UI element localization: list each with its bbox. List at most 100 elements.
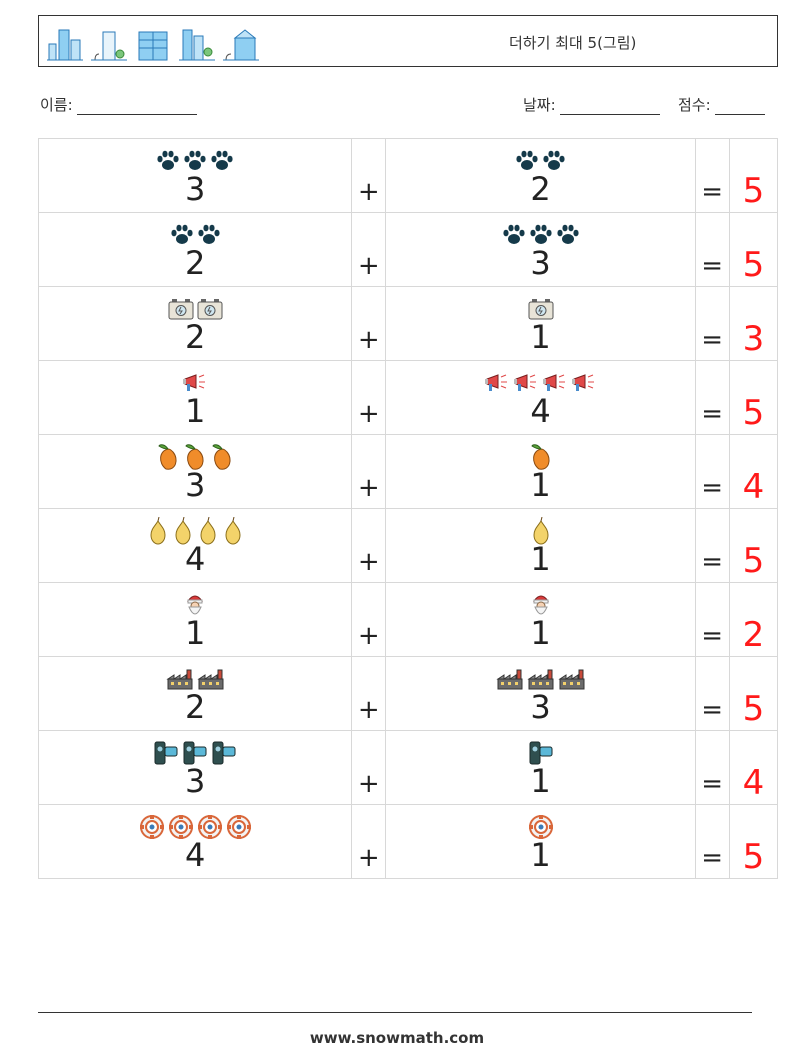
answer-cell[interactable]: 5 xyxy=(728,360,779,435)
equals-cell: = xyxy=(694,212,730,287)
answer-cell[interactable]: 4 xyxy=(728,434,779,509)
paw-icon xyxy=(529,224,553,250)
addend-b-icons xyxy=(386,815,694,843)
addend-a-cell: 3 xyxy=(37,730,353,805)
answer-value: 5 xyxy=(742,541,765,581)
answer-cell[interactable]: 5 xyxy=(728,508,779,583)
answer-value: 5 xyxy=(742,689,765,729)
equals-cell: = xyxy=(694,508,730,583)
equals-sign: = xyxy=(701,325,724,355)
answer-cell[interactable]: 5 xyxy=(728,138,779,213)
answer-value: 5 xyxy=(742,393,765,433)
paw-icon xyxy=(542,150,566,176)
plus-cell: + xyxy=(351,582,387,657)
addend-b-number: 1 xyxy=(530,836,551,874)
score-line[interactable] xyxy=(715,100,766,115)
addend-b-icons xyxy=(386,149,694,177)
pear-icon xyxy=(147,516,169,549)
equals-cell: = xyxy=(694,730,730,805)
plus-cell: + xyxy=(351,138,387,213)
problem-row: 4 + 1 = 5 xyxy=(37,804,779,879)
addend-b-icons xyxy=(386,741,694,769)
answer-value: 4 xyxy=(742,763,765,803)
camera-icon xyxy=(153,740,179,770)
addend-a-icons xyxy=(39,444,351,473)
pear-icon xyxy=(530,516,552,549)
plus-sign: + xyxy=(357,251,380,281)
pear-icon xyxy=(197,516,219,549)
addend-a-number: 3 xyxy=(184,170,206,208)
plus-cell: + xyxy=(351,508,387,583)
camera-icon xyxy=(211,740,237,770)
problem-row: 3 + 1 = 4 xyxy=(37,730,779,805)
factory-icon xyxy=(196,667,225,695)
answer-cell[interactable]: 4 xyxy=(728,730,779,805)
santa-icon xyxy=(185,591,205,623)
addend-a-icons xyxy=(39,371,351,399)
battery-icon xyxy=(528,298,554,324)
lifebuoy-icon xyxy=(226,814,252,844)
camera-icon xyxy=(182,740,208,770)
plus-sign: + xyxy=(357,177,380,207)
addend-a-cell: 3 xyxy=(37,434,353,509)
plus-sign: + xyxy=(357,621,380,651)
answer-cell[interactable]: 5 xyxy=(728,212,779,287)
addend-b-number: 3 xyxy=(530,688,551,726)
lifebuoy-icon xyxy=(168,814,194,844)
addend-b-cell: 3 xyxy=(385,212,696,287)
problem-row: 2 + 3 = 5 xyxy=(37,212,779,287)
plus-sign: + xyxy=(357,695,380,725)
problem-row: 2 + 3 = 5 xyxy=(37,656,779,731)
plus-sign: + xyxy=(357,399,380,429)
equals-cell: = xyxy=(694,138,730,213)
date-line[interactable] xyxy=(560,100,661,115)
answer-cell[interactable]: 5 xyxy=(728,656,779,731)
addend-b-icons xyxy=(386,443,694,475)
addend-b-number: 2 xyxy=(530,170,551,208)
name-label: 이름: xyxy=(40,96,73,114)
problem-row: 1 + 4 = 5 xyxy=(37,360,779,435)
megaphone-icon xyxy=(513,372,539,398)
megaphone-icon xyxy=(542,372,568,398)
addend-a-number: 3 xyxy=(184,466,206,504)
addend-a-cell: 3 xyxy=(37,138,353,213)
addend-b-number: 1 xyxy=(530,318,551,356)
mango-icon xyxy=(529,443,553,475)
addend-a-number: 2 xyxy=(184,318,206,356)
footer-divider xyxy=(38,1012,752,1013)
addend-b-icons xyxy=(386,667,694,695)
answer-cell[interactable]: 5 xyxy=(728,804,779,879)
equals-cell: = xyxy=(694,582,730,657)
addend-a-cell: 1 xyxy=(37,360,353,435)
plus-cell: + xyxy=(351,360,387,435)
building-icon xyxy=(138,31,168,61)
addend-a-number: 4 xyxy=(184,836,206,874)
equals-cell: = xyxy=(694,286,730,361)
addend-a-icons xyxy=(39,297,351,325)
factory-icon xyxy=(165,667,194,695)
equals-sign: = xyxy=(701,621,724,651)
answer-cell[interactable]: 2 xyxy=(728,582,779,657)
addend-b-cell: 1 xyxy=(385,286,696,361)
answer-cell[interactable]: 3 xyxy=(728,286,779,361)
answer-value: 4 xyxy=(742,467,765,507)
addend-a-number: 1 xyxy=(184,614,206,652)
addend-b-cell: 1 xyxy=(385,730,696,805)
building-icon xyxy=(223,29,259,61)
addend-b-cell: 2 xyxy=(385,138,696,213)
addend-a-icons xyxy=(39,667,351,695)
equals-sign: = xyxy=(701,251,724,281)
equals-sign: = xyxy=(701,843,724,873)
addend-a-cell: 2 xyxy=(37,656,353,731)
addend-b-icons xyxy=(386,516,694,549)
megaphone-icon xyxy=(571,372,597,398)
name-line[interactable] xyxy=(77,100,198,115)
building-icon xyxy=(179,29,215,61)
problem-row: 3 + 1 = 4 xyxy=(37,434,779,509)
paw-icon xyxy=(210,150,234,176)
addend-a-number: 1 xyxy=(184,392,206,430)
problems-table: 3 + 2 = 5 2 + 3 = 5 xyxy=(37,138,779,879)
answer-value: 5 xyxy=(742,837,765,877)
addend-a-icons xyxy=(39,593,351,621)
equals-sign: = xyxy=(701,177,724,207)
